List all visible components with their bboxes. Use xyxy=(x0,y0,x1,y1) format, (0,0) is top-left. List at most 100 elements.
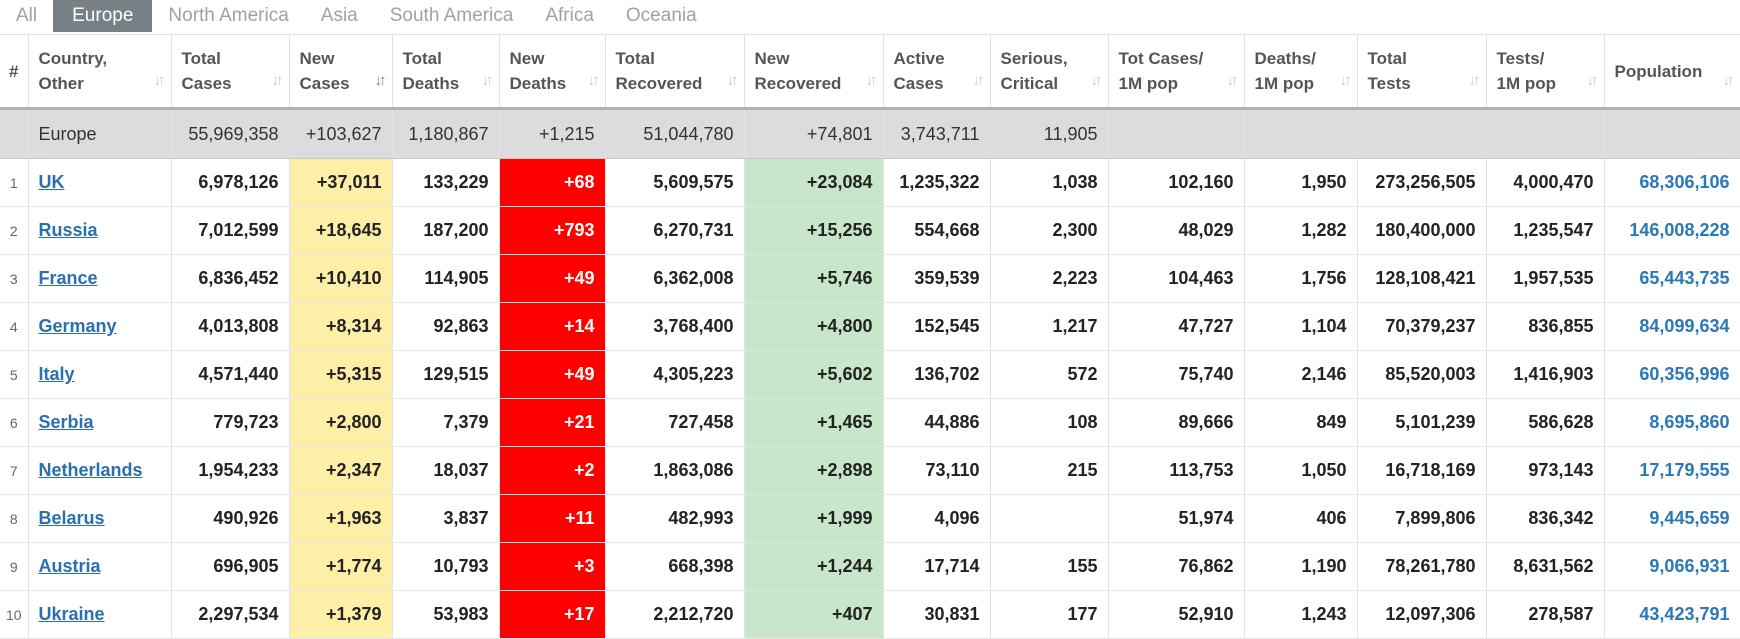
tab-europe[interactable]: Europe xyxy=(53,0,153,32)
cell-new-cases: +1,379 xyxy=(289,590,393,639)
country-cell: Italy xyxy=(28,350,172,399)
cell-tests-1m: 1,416,903 xyxy=(1486,350,1605,399)
cell-total-recovered: 6,362,008 xyxy=(605,254,745,303)
country-link[interactable]: Ukraine xyxy=(38,604,105,624)
row-index: 2 xyxy=(0,206,29,255)
cell-new-deaths: +2 xyxy=(499,446,606,495)
cell-total-tests: 12,097,306 xyxy=(1357,590,1487,639)
cell-population[interactable]: 65,443,735 xyxy=(1604,254,1740,303)
cell-population[interactable]: 60,356,996 xyxy=(1604,350,1740,399)
country-link[interactable]: France xyxy=(38,268,98,288)
country-cell: Netherlands xyxy=(28,446,172,495)
cell-tests-1m: 1,235,547 xyxy=(1486,206,1605,255)
cell-total-tests: 180,400,000 xyxy=(1357,206,1487,255)
cell-total-cases: 7,012,599 xyxy=(171,206,290,255)
cell-population[interactable]: 8,695,860 xyxy=(1604,398,1740,447)
tab-oceania[interactable]: Oceania xyxy=(625,5,697,26)
country-link[interactable]: Serbia xyxy=(38,412,94,432)
sort-arrows-icon[interactable]: ↓↑ xyxy=(481,72,494,89)
cell-cases-1m: 113,753 xyxy=(1108,446,1245,495)
table-row: 7 Netherlands 1,954,233 +2,347 18,037 +2 1,863… xyxy=(0,446,1740,495)
sort-arrows-icon[interactable]: ↓↑ xyxy=(1722,72,1735,89)
sort-arrows-icon[interactable]: ↓↑ xyxy=(1468,72,1481,89)
column-header-6[interactable]: Total Recovered ↓↑ xyxy=(605,34,745,110)
total-row: Europe 55,969,358 +103,627 1,180,867 +1,… xyxy=(0,108,1740,159)
country-cell: Germany xyxy=(28,302,172,351)
column-header-3[interactable]: New Cases ↓↑ xyxy=(289,34,393,110)
column-header-1[interactable]: Country, Other ↓↑ xyxy=(28,34,172,110)
total-serious: 11,905 xyxy=(990,108,1109,159)
column-header-14[interactable]: Population ↓↑ xyxy=(1604,34,1740,110)
tab-south-america[interactable]: South America xyxy=(389,5,514,26)
header-label-line2: Critical xyxy=(1000,74,1059,93)
cell-active-cases: 359,539 xyxy=(883,254,991,303)
cell-total-deaths: 53,983 xyxy=(392,590,500,639)
cell-tests-1m: 586,628 xyxy=(1486,398,1605,447)
total-cases-1m xyxy=(1108,108,1245,159)
header-label: # xyxy=(9,61,19,81)
column-header-7[interactable]: New Recovered ↓↑ xyxy=(744,34,884,110)
cell-deaths-1m: 1,756 xyxy=(1244,254,1358,303)
column-header-8[interactable]: Active Cases ↓↑ xyxy=(883,34,991,110)
tab-asia[interactable]: Asia xyxy=(320,5,358,26)
sort-arrows-icon[interactable]: ↓↑ xyxy=(153,72,166,89)
tab-north-america[interactable]: North America xyxy=(168,5,289,26)
cell-tests-1m: 836,342 xyxy=(1486,494,1605,543)
country-link[interactable]: Germany xyxy=(38,316,117,336)
column-header-12[interactable]: Total Tests ↓↑ xyxy=(1357,34,1487,110)
cell-total-cases: 779,723 xyxy=(171,398,290,447)
cell-population[interactable]: 17,179,555 xyxy=(1604,446,1740,495)
sort-arrows-icon[interactable]: ↓↑ xyxy=(1586,72,1599,89)
total-total-deaths: 1,180,867 xyxy=(392,108,500,159)
cell-deaths-1m: 1,950 xyxy=(1244,158,1358,207)
column-header-9[interactable]: Serious, Critical ↓↑ xyxy=(990,34,1109,110)
sort-arrows-icon[interactable]: ↓↑ xyxy=(972,72,985,89)
cell-tests-1m: 836,855 xyxy=(1486,302,1605,351)
cell-new-recovered: +1,999 xyxy=(744,494,884,543)
header-label-line2: Cases xyxy=(299,74,350,93)
cell-total-recovered: 1,863,086 xyxy=(605,446,745,495)
cell-population[interactable]: 9,445,659 xyxy=(1604,494,1740,543)
row-index: 8 xyxy=(0,494,29,543)
sort-arrows-icon[interactable]: ↓↑ xyxy=(587,72,600,89)
country-link[interactable]: Austria xyxy=(38,556,101,576)
column-header-5[interactable]: New Deaths ↓↑ xyxy=(499,34,606,110)
table-row: 5 Italy 4,571,440 +5,315 129,515 +49 4,305,223… xyxy=(0,350,1740,399)
sort-arrows-icon[interactable]: ↓↑ xyxy=(865,72,878,89)
country-link[interactable]: UK xyxy=(38,172,65,192)
cell-active-cases: 44,886 xyxy=(883,398,991,447)
tab-all[interactable]: All xyxy=(16,5,38,26)
cell-population[interactable]: 43,423,791 xyxy=(1604,590,1740,639)
cell-total-recovered: 727,458 xyxy=(605,398,745,447)
header-label-line2: Other xyxy=(38,74,84,93)
cell-population[interactable]: 9,066,931 xyxy=(1604,542,1740,591)
cell-total-recovered: 6,270,731 xyxy=(605,206,745,255)
column-header-10[interactable]: Tot Cases/1M pop ↓↑ xyxy=(1108,34,1245,110)
cell-active-cases: 136,702 xyxy=(883,350,991,399)
country-link[interactable]: Russia xyxy=(38,220,98,240)
country-link[interactable]: Netherlands xyxy=(38,460,143,480)
column-header-13[interactable]: Tests/1M pop ↓↑ xyxy=(1486,34,1605,110)
sort-arrows-icon[interactable]: ↓↑ xyxy=(726,72,739,89)
cell-total-tests: 273,256,505 xyxy=(1357,158,1487,207)
sort-arrows-icon[interactable]: ↓↑ xyxy=(374,72,387,89)
country-link[interactable]: Italy xyxy=(38,364,75,384)
sort-arrows-icon[interactable]: ↓↑ xyxy=(1339,72,1352,89)
cell-total-deaths: 3,837 xyxy=(392,494,500,543)
country-link[interactable]: Belarus xyxy=(38,508,105,528)
cell-cases-1m: 51,974 xyxy=(1108,494,1245,543)
sort-arrows-icon[interactable]: ↓↑ xyxy=(271,72,284,89)
sort-arrows-icon[interactable]: ↓↑ xyxy=(1090,72,1103,89)
column-header-4[interactable]: Total Deaths ↓↑ xyxy=(392,34,500,110)
cell-population[interactable]: 68,306,106 xyxy=(1604,158,1740,207)
column-header-11[interactable]: Deaths/1M pop ↓↑ xyxy=(1244,34,1358,110)
cell-active-cases: 1,235,322 xyxy=(883,158,991,207)
cell-population[interactable]: 146,008,228 xyxy=(1604,206,1740,255)
cell-total-tests: 70,379,237 xyxy=(1357,302,1487,351)
tab-africa[interactable]: Africa xyxy=(545,5,594,26)
cell-new-deaths: +49 xyxy=(499,350,606,399)
sort-arrows-icon[interactable]: ↓↑ xyxy=(1226,72,1239,89)
column-header-2[interactable]: Total Cases ↓↑ xyxy=(171,34,290,110)
column-header-0[interactable]: # xyxy=(0,34,29,110)
cell-population[interactable]: 84,099,634 xyxy=(1604,302,1740,351)
